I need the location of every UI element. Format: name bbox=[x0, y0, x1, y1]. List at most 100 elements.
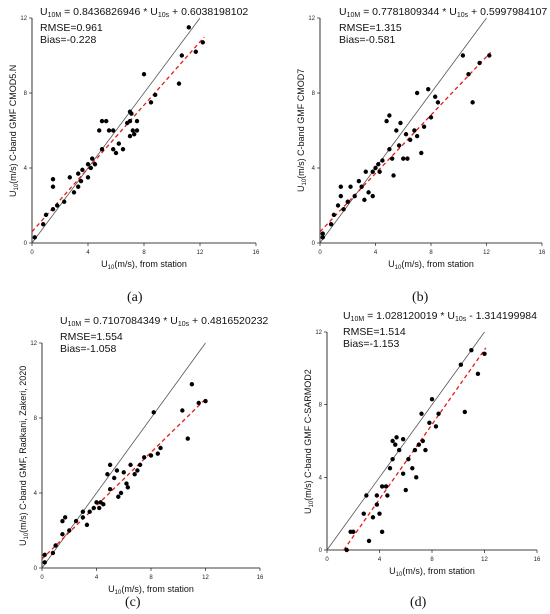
data-point bbox=[55, 203, 60, 208]
data-point bbox=[377, 511, 382, 516]
x-tick-label: 12 bbox=[481, 557, 488, 563]
data-point bbox=[137, 462, 143, 468]
data-point bbox=[203, 398, 208, 404]
data-point bbox=[414, 133, 420, 139]
data-point bbox=[200, 40, 205, 45]
data-point bbox=[401, 156, 406, 161]
y-tick-label: 8 bbox=[34, 416, 38, 422]
y-tick-label: 8 bbox=[319, 403, 323, 409]
bias-label: Bias=-1.153 bbox=[343, 338, 400, 350]
data-point bbox=[67, 175, 73, 180]
data-point bbox=[432, 94, 438, 99]
x-tick-label: 4 bbox=[86, 250, 90, 256]
data-point bbox=[196, 400, 201, 406]
rmse-label: RMSE=1.315 bbox=[339, 22, 402, 34]
x-tick-label: 8 bbox=[149, 575, 153, 581]
eq-x-sub: 10s bbox=[456, 12, 469, 19]
eq-part-a: = 1.028120019 * U bbox=[364, 310, 456, 322]
eq-part-a: = 0.7107084349 * U bbox=[81, 315, 178, 327]
scatter-panel: 0 4 8 12 16 0 4 8 12 U10M = 0.7781809344 * U10s +… bbox=[275, 0, 550, 305]
eq-part-b: + 0.5997984107 bbox=[468, 6, 548, 18]
y-tick-label: 0 bbox=[34, 566, 38, 572]
data-point bbox=[67, 528, 72, 533]
data-point bbox=[380, 158, 385, 163]
y-tick-label: 8 bbox=[312, 91, 316, 97]
bias-label: Bias=-0.581 bbox=[339, 34, 396, 46]
data-point bbox=[60, 532, 65, 537]
x-axis-label: U10(m/s), from station bbox=[389, 566, 475, 578]
eq-lhs-sub: 10M bbox=[47, 12, 62, 19]
y-tick-label: 8 bbox=[24, 91, 28, 97]
data-point bbox=[428, 115, 434, 120]
data-point bbox=[141, 455, 147, 460]
regression-equation: U10M = 1.028120019 * U10s - 1.314199984 R… bbox=[343, 310, 537, 350]
data-point bbox=[407, 137, 413, 143]
bias-label: Bias=-0.228 bbox=[40, 34, 97, 46]
data-point bbox=[345, 199, 350, 204]
data-point bbox=[134, 128, 140, 133]
data-point bbox=[379, 529, 385, 535]
x-axis-label: U10(m/s), from station bbox=[388, 259, 474, 271]
data-point bbox=[134, 118, 140, 124]
y-tick-label: 4 bbox=[24, 166, 28, 172]
data-point bbox=[116, 141, 122, 146]
data-point bbox=[104, 118, 109, 124]
data-point bbox=[414, 475, 419, 480]
ylabel-sub: 10 bbox=[24, 532, 30, 539]
eq-lhs: U bbox=[40, 6, 48, 18]
data-point bbox=[477, 60, 482, 66]
panel-caption: (a) bbox=[127, 290, 143, 305]
data-point bbox=[419, 411, 424, 416]
data-point bbox=[80, 515, 86, 520]
one-to-one-line bbox=[31, 17, 201, 244]
data-point bbox=[60, 518, 65, 524]
ylabel-main: U bbox=[296, 185, 306, 193]
data-point bbox=[421, 124, 427, 129]
data-point bbox=[400, 436, 406, 442]
eq-x-sub: 10s bbox=[455, 316, 467, 323]
xlabel-rest: (m/s), from station bbox=[114, 259, 187, 269]
data-point bbox=[185, 436, 190, 441]
data-point bbox=[482, 351, 487, 356]
data-point bbox=[435, 100, 441, 105]
data-point bbox=[43, 212, 49, 218]
data-point bbox=[398, 120, 403, 126]
one-to-one-line bbox=[41, 342, 206, 569]
data-point bbox=[120, 147, 126, 152]
x-axis-label: U10(m/s), from station bbox=[108, 584, 194, 596]
xlabel-sub: 10 bbox=[395, 572, 403, 578]
y-axis-label: U10(m/s) C-band GMF, Radkani, Zakeri, 20… bbox=[18, 365, 30, 545]
x-tick-label: 12 bbox=[197, 250, 204, 256]
regression-line bbox=[41, 397, 208, 560]
data-point bbox=[331, 212, 337, 218]
panel-caption: (b) bbox=[412, 290, 429, 305]
bias-label: Bias=-1.058 bbox=[60, 343, 117, 355]
ylabel-main: U bbox=[303, 507, 313, 514]
data-point bbox=[423, 447, 428, 453]
data-point bbox=[85, 175, 91, 180]
data-point bbox=[42, 552, 47, 558]
data-point bbox=[328, 222, 334, 227]
equation-line: U10M = 1.028120019 * U10s - 1.314199984 bbox=[343, 310, 537, 326]
data-point bbox=[113, 150, 119, 156]
data-point bbox=[359, 184, 364, 189]
data-point bbox=[362, 197, 367, 203]
eq-lhs: U bbox=[60, 315, 68, 327]
y-tick-label: 12 bbox=[308, 16, 315, 22]
data-point bbox=[384, 118, 389, 124]
scatter-plot: 0 4 8 12 16 0 4 8 12 bbox=[315, 330, 541, 563]
rmse-label: RMSE=1.514 bbox=[343, 326, 406, 338]
y-tick-label: 4 bbox=[34, 491, 38, 497]
data-point bbox=[374, 493, 380, 498]
data-point bbox=[390, 456, 395, 462]
data-point bbox=[179, 53, 184, 58]
data-point bbox=[361, 511, 366, 516]
data-point bbox=[153, 92, 158, 98]
data-point bbox=[387, 466, 393, 471]
eq-part-a: = 0.8436826946 * U bbox=[61, 6, 158, 18]
regression-equation: U10M = 0.7781809344 * U10s + 0.599798410… bbox=[339, 6, 547, 46]
data-point bbox=[475, 371, 481, 376]
data-point bbox=[335, 203, 341, 208]
x-tick-label: 8 bbox=[142, 250, 146, 256]
one-to-one-line bbox=[326, 331, 485, 551]
